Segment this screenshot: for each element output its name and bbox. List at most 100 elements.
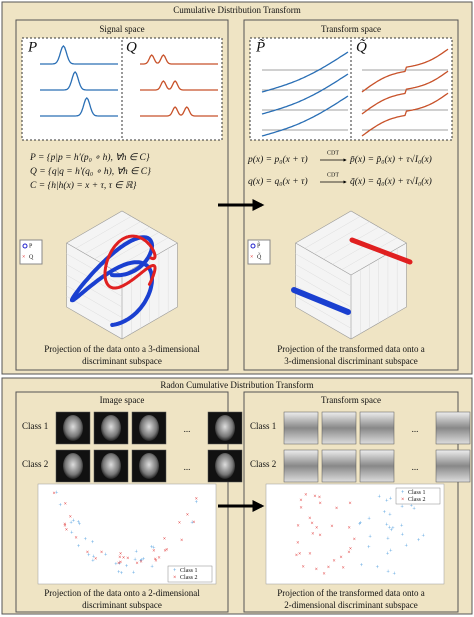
point: + <box>140 558 144 564</box>
point: × <box>74 536 77 542</box>
thumbnail <box>283 449 319 483</box>
point: × <box>319 501 322 507</box>
point: + <box>134 550 138 556</box>
box-title: Image space <box>100 395 145 405</box>
point: × <box>335 506 338 512</box>
transform-curve <box>361 92 449 137</box>
legend-marker: × <box>173 575 176 581</box>
arrow-label: CDT <box>327 150 339 156</box>
point: + <box>401 532 405 538</box>
point: + <box>400 524 404 530</box>
row-label: Class 1 <box>22 421 48 431</box>
point: × <box>180 538 183 544</box>
point: + <box>125 564 129 570</box>
point: × <box>298 552 301 558</box>
point: + <box>84 537 88 543</box>
point: × <box>63 522 66 528</box>
point: + <box>368 535 372 541</box>
point: × <box>178 521 181 527</box>
point: × <box>315 526 318 532</box>
caption: discriminant subspace <box>82 356 162 366</box>
point: × <box>347 550 350 556</box>
point: × <box>311 531 314 537</box>
caption: Projection of the data onto a 3-dimensio… <box>44 344 200 354</box>
row-label: Class 2 <box>250 459 276 469</box>
legend-label: Class 1 <box>180 568 198 574</box>
point: + <box>376 565 380 571</box>
legend-marker: + <box>173 568 177 574</box>
ellipsis: ... <box>184 462 191 472</box>
equation: P = {p|p = h′(p₀ ∘ h), ∀h ∈ C} <box>29 152 150 163</box>
legend-marker: + <box>401 490 405 496</box>
point: × <box>154 559 157 565</box>
signal-curve <box>140 106 218 117</box>
point: + <box>118 562 122 568</box>
caption: discriminant subspace <box>82 600 162 610</box>
point: × <box>163 549 166 555</box>
thumbnail <box>321 411 357 445</box>
legend-marker: × <box>22 254 25 260</box>
legend: P × Q P̃ × Q̃ <box>19 239 271 265</box>
point: + <box>92 554 96 560</box>
caption: 3-dimensional discriminant subspace <box>284 356 417 366</box>
grid-line <box>332 232 389 265</box>
legend-marker: × <box>401 497 404 503</box>
point: × <box>310 521 313 527</box>
point: × <box>308 552 311 558</box>
point: + <box>389 549 393 555</box>
grid-line <box>304 216 361 249</box>
ellipsis: ... <box>184 424 191 434</box>
point: × <box>299 498 302 504</box>
point: × <box>163 537 166 543</box>
box-title: Signal space <box>99 24 144 34</box>
legend <box>167 565 213 583</box>
thumbnail <box>359 449 395 483</box>
point: × <box>63 524 66 530</box>
projection-curve <box>103 234 157 290</box>
point: × <box>152 549 155 555</box>
point: × <box>353 537 356 543</box>
signal-curve <box>40 45 118 65</box>
box-title: Transform space <box>321 24 381 34</box>
point: + <box>132 570 136 576</box>
point: × <box>118 555 121 561</box>
transform-curve <box>361 48 449 93</box>
point: + <box>78 522 82 528</box>
point: × <box>304 492 307 498</box>
point: × <box>332 559 335 565</box>
signal-curve <box>40 71 118 91</box>
point: × <box>100 550 103 556</box>
point: + <box>55 490 59 496</box>
label-p: P̃ <box>255 39 265 55</box>
grid-line <box>84 221 141 254</box>
point: + <box>190 520 194 526</box>
top-title: Cumulative Distribution Transform <box>173 5 301 15</box>
point: × <box>186 513 189 519</box>
point: × <box>119 560 122 566</box>
thumbnail <box>321 449 357 483</box>
legend <box>395 487 441 505</box>
point: × <box>65 527 68 533</box>
point: × <box>302 564 305 570</box>
label-q: Q <box>126 39 137 55</box>
point: + <box>133 558 137 564</box>
legend-label: P <box>29 243 33 249</box>
point: + <box>386 570 390 576</box>
point: + <box>91 559 95 565</box>
signal-curve <box>140 80 218 91</box>
point: × <box>86 550 89 556</box>
arrow-label: CDT <box>327 172 339 178</box>
caption: Projection of the data onto a 2-dimensio… <box>44 588 200 598</box>
point: × <box>135 561 138 567</box>
point: × <box>153 557 156 563</box>
point: + <box>400 505 404 511</box>
signal-curve <box>40 97 118 117</box>
point: × <box>296 540 299 546</box>
point: × <box>299 505 302 511</box>
legend-label: P̃ <box>257 241 261 249</box>
point: × <box>139 559 142 565</box>
grid-line <box>313 221 370 254</box>
point: × <box>69 515 72 521</box>
point: + <box>367 517 371 523</box>
